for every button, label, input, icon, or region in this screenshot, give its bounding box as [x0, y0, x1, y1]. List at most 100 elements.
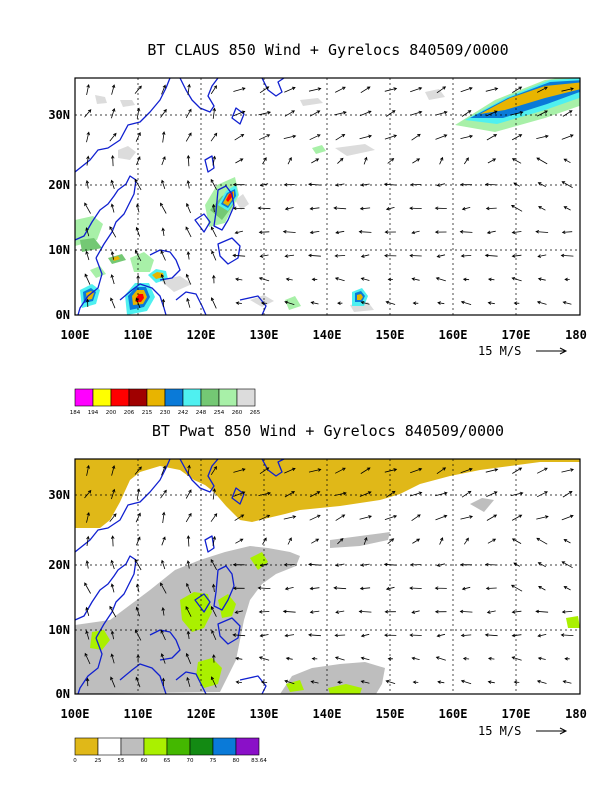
wind-vector-arrow: [308, 87, 322, 92]
wind-vector-arrow: [409, 586, 422, 590]
wind-vector-arrow: [111, 465, 116, 476]
bottom-coastline-layer: [75, 459, 285, 694]
wind-vector-arrow: [85, 630, 90, 640]
wind-vector-arrow: [284, 110, 296, 117]
wind-vector-arrow: [486, 134, 498, 141]
bottom-x-label-120e: 120E: [187, 707, 216, 721]
wind-vector-arrow: [110, 676, 116, 688]
wind-vector-arrow: [359, 206, 371, 211]
wind-vector-arrow: [262, 157, 267, 165]
wind-vector-arrow: [109, 513, 117, 522]
wind-vector-arrow: [536, 300, 547, 305]
legend-label: 83.64: [251, 758, 267, 764]
wind-vector-arrow: [435, 134, 448, 140]
wind-vector-arrow: [309, 610, 320, 614]
legend-swatch: [97, 737, 122, 756]
wind-vector-arrow: [412, 301, 419, 305]
legend-swatch: [182, 388, 202, 407]
wind-vector-arrow: [387, 277, 393, 282]
wind-vector-arrow: [511, 610, 522, 614]
wind-vector-arrow: [512, 467, 523, 474]
wind-vector-arrow: [409, 110, 423, 116]
wind-vector-arrow: [282, 609, 296, 614]
wind-vector-arrow: [311, 158, 320, 164]
wind-vector-arrow: [212, 654, 216, 663]
wind-vector-arrow: [110, 154, 115, 167]
bottom-vector-scale-arrowhead: [559, 727, 568, 735]
bottom-x-label-160e: 160E: [439, 707, 468, 721]
wind-vector-arrow: [384, 230, 396, 234]
wind-vector-arrow: [461, 490, 472, 498]
wind-vector-arrow: [460, 254, 472, 258]
wind-vector-arrow: [257, 586, 271, 590]
wind-vector-arrow: [210, 466, 217, 476]
wind-vector-arrow: [385, 679, 396, 684]
wind-vector-arrow: [513, 680, 520, 685]
wind-vector-arrow: [460, 300, 472, 305]
bottom-x-axis-labels: 100E 110E 120E 130E 140E 150E 160E 170E …: [61, 707, 587, 721]
legend-swatch: [218, 388, 238, 407]
wind-vector-arrow: [511, 254, 522, 258]
wind-vector-arrow: [511, 514, 523, 521]
legend-label: 260: [232, 410, 243, 416]
wind-vector-arrow: [486, 610, 496, 614]
legend-label: 70: [187, 758, 194, 764]
wind-vector-arrow: [161, 677, 166, 686]
wind-vector-arrow: [535, 609, 549, 614]
top-x-label-170e: 170E: [502, 328, 531, 342]
wind-vector-arrow: [561, 610, 573, 614]
wind-vector-arrow: [160, 653, 166, 664]
wind-vector-arrow: [136, 654, 140, 663]
wind-vector-arrow: [260, 680, 268, 685]
wind-vector-arrow: [484, 253, 498, 258]
wind-vector-arrow: [487, 656, 495, 661]
wind-vector-arrow: [486, 110, 498, 117]
wind-vector-arrow: [439, 537, 444, 545]
wind-vector-arrow: [186, 154, 191, 167]
wind-vector-arrow: [485, 468, 499, 473]
legend-label: 265: [250, 410, 261, 416]
wind-vector-arrow: [560, 253, 574, 258]
wind-vector-arrow: [185, 606, 192, 617]
wind-vector-arrow: [135, 676, 141, 688]
wind-vector-arrow: [311, 277, 318, 282]
wind-vector-arrow: [335, 230, 345, 235]
legend-label: 206: [124, 410, 135, 416]
wind-vector-arrow: [285, 656, 293, 661]
wind-vector-arrow: [234, 133, 245, 141]
wind-vector-arrow: [537, 633, 547, 638]
wind-vector-arrow: [160, 582, 167, 594]
wind-vector-arrow: [308, 633, 321, 637]
wind-vector-arrow: [234, 514, 245, 521]
wind-vector-arrow: [434, 586, 447, 590]
wind-vector-arrow: [185, 132, 192, 142]
wind-vector-arrow: [360, 254, 370, 258]
wind-vector-arrow: [538, 206, 546, 211]
wind-vector-arrow: [409, 563, 422, 567]
wind-vector-arrow: [562, 680, 572, 684]
wind-vector-arrow: [161, 465, 166, 476]
wind-vector-arrow: [257, 206, 271, 210]
top-vector-scale: 15 M/S: [478, 344, 568, 358]
wind-vector-arrow: [308, 253, 321, 258]
wind-vector-arrow: [436, 563, 445, 567]
wind-vector-arrow: [185, 108, 192, 118]
wind-vector-arrow: [511, 134, 523, 141]
wind-vector-arrow: [259, 514, 271, 521]
wind-vector-arrow: [210, 606, 217, 617]
wind-vector-arrow: [510, 584, 523, 592]
wind-vector-arrow: [409, 633, 422, 637]
wind-vector-arrow: [387, 656, 393, 661]
wind-vector-arrow: [233, 110, 246, 117]
wind-vector-arrow: [563, 206, 571, 211]
legend-label: 55: [118, 758, 125, 764]
wind-vector-arrow: [561, 230, 573, 234]
wind-vector-arrow: [260, 301, 268, 305]
wind-vector-arrow: [537, 562, 546, 568]
wind-vector-arrow: [460, 515, 474, 520]
top-x-axis-labels: 100E 110E 120E 130E 140E 150E 160E 170E …: [61, 328, 587, 342]
wind-vector-arrow: [386, 110, 396, 117]
wind-vector-arrow: [536, 134, 549, 139]
wind-vector-arrow: [359, 515, 373, 520]
top-x-label-150e: 150E: [376, 328, 405, 342]
